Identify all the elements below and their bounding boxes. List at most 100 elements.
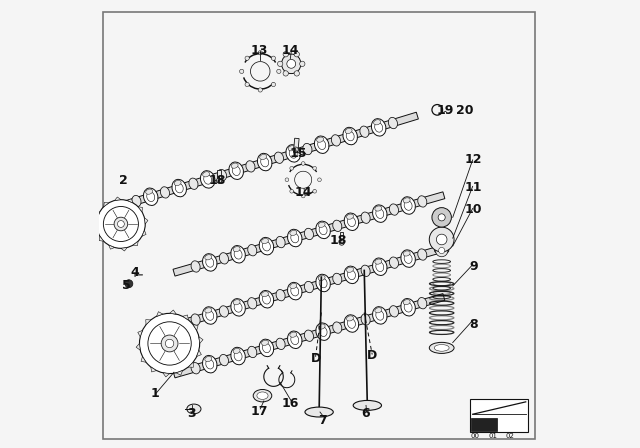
Circle shape (282, 54, 301, 73)
Ellipse shape (290, 284, 297, 289)
Circle shape (148, 322, 191, 365)
Polygon shape (111, 112, 419, 212)
Circle shape (258, 88, 262, 92)
Ellipse shape (437, 249, 446, 253)
Polygon shape (471, 418, 497, 431)
Text: 15: 15 (290, 146, 307, 159)
Bar (294, 138, 299, 153)
Ellipse shape (376, 209, 384, 219)
Ellipse shape (361, 212, 370, 224)
Polygon shape (157, 312, 163, 316)
Ellipse shape (206, 258, 214, 267)
Polygon shape (170, 310, 176, 314)
Ellipse shape (189, 178, 198, 190)
Circle shape (313, 190, 317, 193)
Ellipse shape (434, 345, 449, 351)
Text: 18: 18 (330, 234, 348, 247)
Ellipse shape (203, 172, 210, 177)
Ellipse shape (206, 359, 214, 369)
Circle shape (283, 52, 289, 57)
Circle shape (104, 207, 138, 241)
Circle shape (165, 339, 174, 348)
Ellipse shape (191, 314, 200, 325)
Ellipse shape (346, 214, 353, 219)
Text: 12: 12 (465, 153, 483, 166)
Ellipse shape (375, 308, 382, 313)
Ellipse shape (346, 267, 353, 272)
Text: 14: 14 (282, 43, 299, 56)
Bar (340, 232, 344, 244)
Circle shape (429, 227, 454, 252)
Ellipse shape (205, 357, 212, 362)
Ellipse shape (389, 306, 399, 317)
Circle shape (161, 335, 178, 352)
Ellipse shape (132, 195, 141, 207)
Ellipse shape (260, 157, 269, 167)
Ellipse shape (253, 389, 272, 402)
Ellipse shape (262, 343, 271, 353)
Text: 7: 7 (318, 414, 327, 427)
Ellipse shape (404, 302, 412, 312)
Polygon shape (141, 357, 146, 362)
Polygon shape (127, 199, 133, 203)
Ellipse shape (262, 340, 268, 345)
Polygon shape (99, 236, 104, 241)
Ellipse shape (404, 201, 412, 210)
Text: 17: 17 (250, 405, 268, 418)
Ellipse shape (388, 117, 397, 129)
Ellipse shape (288, 146, 295, 151)
Ellipse shape (376, 310, 384, 320)
Bar (470, 399, 528, 432)
Circle shape (97, 200, 145, 248)
Circle shape (317, 178, 321, 181)
Text: 6: 6 (362, 407, 371, 420)
Ellipse shape (389, 204, 399, 215)
Polygon shape (199, 337, 203, 344)
Ellipse shape (231, 163, 238, 168)
Ellipse shape (205, 308, 212, 313)
Circle shape (436, 234, 447, 245)
Ellipse shape (389, 257, 399, 268)
Ellipse shape (317, 140, 326, 150)
Ellipse shape (375, 206, 382, 211)
Polygon shape (104, 202, 109, 207)
Ellipse shape (259, 339, 274, 357)
Ellipse shape (332, 135, 340, 146)
Polygon shape (146, 319, 151, 325)
Ellipse shape (353, 401, 381, 410)
Polygon shape (182, 315, 188, 320)
Ellipse shape (287, 331, 302, 349)
Ellipse shape (375, 259, 382, 264)
Ellipse shape (344, 213, 358, 230)
Circle shape (278, 61, 283, 66)
Ellipse shape (143, 188, 158, 206)
Polygon shape (188, 362, 193, 367)
Ellipse shape (229, 162, 243, 180)
Ellipse shape (345, 129, 352, 134)
Polygon shape (96, 212, 100, 218)
Ellipse shape (290, 332, 297, 337)
Ellipse shape (333, 273, 342, 284)
Circle shape (216, 178, 222, 183)
Ellipse shape (220, 306, 228, 317)
Text: 3: 3 (188, 407, 196, 420)
Ellipse shape (233, 349, 240, 353)
Ellipse shape (333, 322, 342, 333)
Circle shape (239, 69, 244, 73)
Ellipse shape (204, 175, 212, 184)
Ellipse shape (344, 315, 358, 332)
Ellipse shape (220, 354, 228, 366)
Circle shape (290, 166, 294, 170)
Bar (218, 170, 221, 182)
Ellipse shape (344, 266, 358, 284)
Ellipse shape (374, 123, 383, 132)
Circle shape (301, 194, 305, 198)
Ellipse shape (418, 297, 427, 309)
Ellipse shape (202, 254, 217, 271)
Ellipse shape (372, 205, 387, 222)
Polygon shape (109, 245, 115, 249)
Ellipse shape (234, 351, 242, 361)
Polygon shape (133, 241, 138, 246)
Ellipse shape (346, 131, 354, 141)
Circle shape (438, 247, 445, 254)
